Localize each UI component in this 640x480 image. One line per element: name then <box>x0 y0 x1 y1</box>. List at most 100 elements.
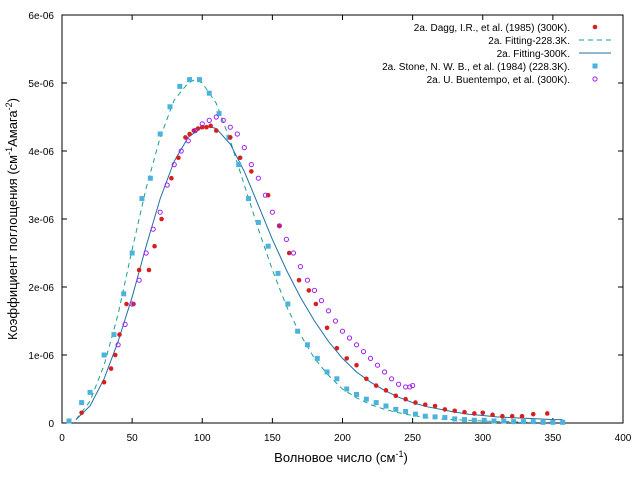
series-4-point <box>216 111 222 117</box>
series-1-point <box>117 332 122 337</box>
series-1-point <box>462 409 467 415</box>
series-5-point <box>248 162 254 168</box>
x-axis-title-sup: -1 <box>395 449 403 459</box>
series-5-point <box>234 131 240 137</box>
series-4-point <box>520 419 526 425</box>
series-5-point <box>150 226 156 232</box>
y-tick-label: 0 <box>48 419 54 430</box>
series-4-point <box>79 400 85 406</box>
series-1-point <box>403 396 408 402</box>
series-1-point <box>296 277 302 283</box>
series-4-point <box>540 419 546 425</box>
series-5-point <box>407 384 413 390</box>
series-1-point <box>191 128 197 133</box>
legend-marker <box>592 24 598 30</box>
y-axis-title-unit: Амага <box>5 110 20 147</box>
series-4-point <box>491 418 497 424</box>
y-axis-title-sup-1: -1 <box>4 147 14 155</box>
series-4-point <box>560 419 566 425</box>
series-1-point <box>480 410 486 416</box>
series-4-point <box>285 301 291 307</box>
y-tick-label: 5e-06 <box>28 79 54 90</box>
series-5-point <box>164 182 170 188</box>
series-4-point <box>187 77 193 83</box>
series-4-point <box>511 419 517 425</box>
series-5-point <box>360 349 367 355</box>
series-4-point <box>111 332 117 338</box>
series-1-point <box>204 124 209 130</box>
y-tick-label: 1e-06 <box>28 351 54 362</box>
series-4-point <box>167 104 173 110</box>
y-tick-label: 2e-06 <box>28 283 54 294</box>
x-tick-label: 350 <box>545 433 562 444</box>
series-4-point <box>373 400 379 406</box>
series-1-point <box>277 223 282 229</box>
series-5-point <box>143 250 149 256</box>
series-5-point <box>129 301 135 307</box>
series-4-point <box>324 369 330 375</box>
y-tick-label: 3e-06 <box>28 215 54 226</box>
series-1-point <box>324 325 330 331</box>
series-5-point <box>353 342 360 348</box>
series-5-point <box>185 138 191 144</box>
legend-label: 2a. Fitting-300K. <box>497 49 570 60</box>
series-1-point <box>176 155 181 161</box>
series-1-point <box>152 243 157 249</box>
x-tick-label: 250 <box>404 433 421 444</box>
series-5-point <box>178 148 184 154</box>
series-1-point <box>306 288 312 293</box>
series-4-point <box>139 196 145 202</box>
series-5-point <box>262 192 268 198</box>
series-1-point <box>112 352 118 358</box>
series-4-point <box>177 83 183 89</box>
series-4-point <box>275 270 281 276</box>
y-axis-title-end: ) <box>5 98 20 102</box>
series-5-point <box>283 236 289 242</box>
series-4-point <box>344 386 350 392</box>
series-1-point <box>237 155 243 161</box>
series-5-point <box>339 328 346 334</box>
x-axis-title-main: Волновое число (см <box>274 450 395 465</box>
series-1-point <box>124 301 129 307</box>
x-tick-label: 400 <box>615 433 632 444</box>
legend-label: 2a. Dagg, I.R., et al. (1985) (300K). <box>414 23 570 34</box>
series-5-point <box>255 175 261 181</box>
series-1-point <box>101 379 107 385</box>
series-4-point <box>452 416 458 422</box>
series-4-point <box>304 342 310 348</box>
series-5-point <box>332 318 339 324</box>
series-4-point <box>334 376 340 382</box>
series-5-point <box>304 277 311 283</box>
series-4-point <box>147 175 153 181</box>
legend-marker <box>592 76 598 82</box>
series-4-point <box>206 90 212 96</box>
series-5-point <box>374 362 381 368</box>
series-1-point <box>286 250 292 256</box>
series-4-point <box>432 414 438 420</box>
series-4-point <box>129 250 135 256</box>
series-5-point <box>290 250 297 256</box>
series-1-point <box>364 376 369 382</box>
series-1-point <box>519 413 525 419</box>
series-5-point <box>325 308 332 314</box>
series-1-point <box>373 383 379 388</box>
series-4-point <box>412 411 418 417</box>
series-4-point <box>87 389 93 395</box>
series-5-point <box>171 162 177 168</box>
series-4-point <box>295 328 301 334</box>
series-1-point <box>472 411 477 416</box>
series-5-point <box>122 321 128 327</box>
y-axis-title-main: Коэффициент поглощения (см <box>5 155 20 340</box>
series-1-point <box>146 267 152 273</box>
x-tick-label: 100 <box>194 433 211 444</box>
series-5-point <box>311 287 318 293</box>
legend: 2a. Dagg, I.R., et al. (1985) (300K). 2a.… <box>382 23 611 86</box>
series-4-point <box>101 352 107 358</box>
legend-marker <box>592 63 598 69</box>
series-1-point <box>131 301 136 307</box>
series-1-point <box>432 403 438 409</box>
series-1-point <box>500 413 505 419</box>
series-4-point <box>246 196 252 202</box>
series-1-point <box>393 393 399 399</box>
